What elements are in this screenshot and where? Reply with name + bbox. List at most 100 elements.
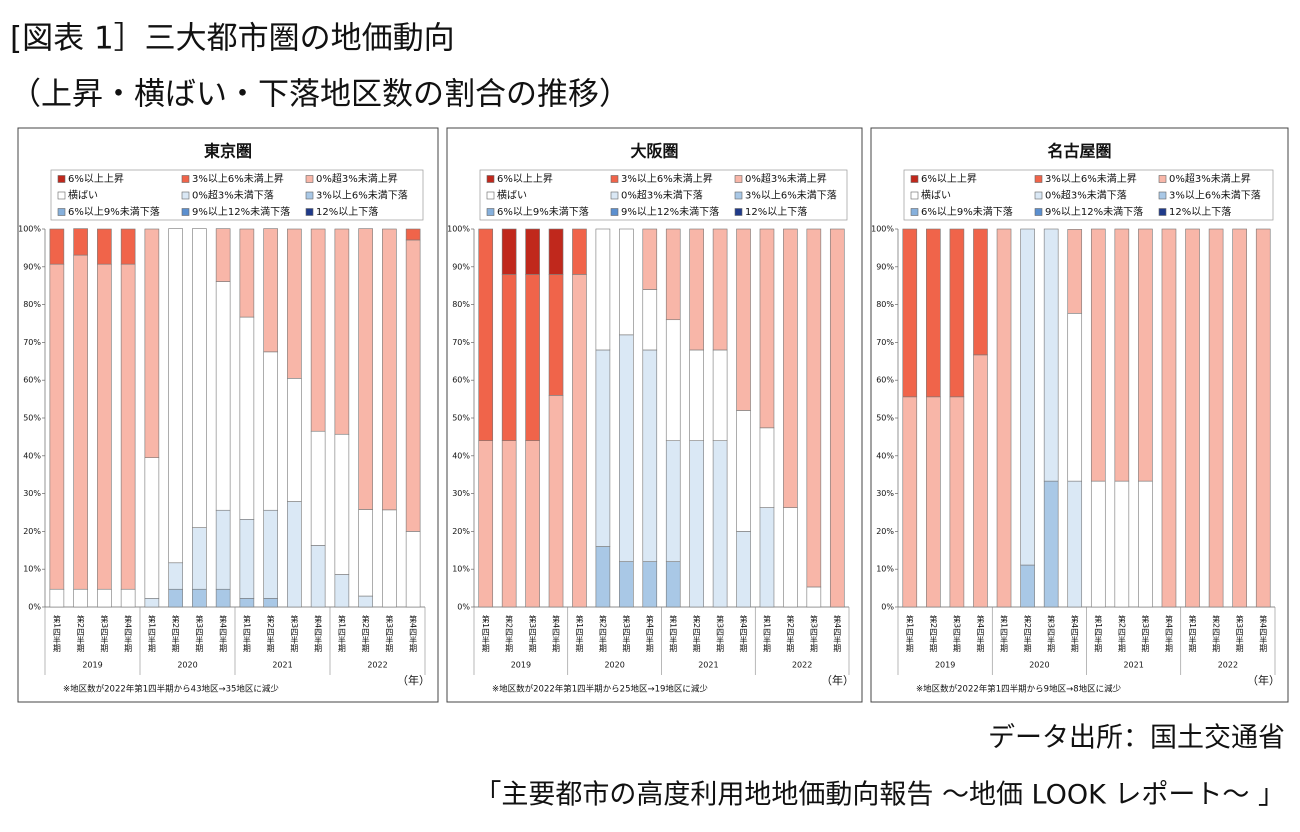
bar-segment: [665, 228, 681, 321]
bar-segment: [1090, 228, 1106, 482]
y-tick-label: 20%: [876, 527, 894, 536]
bar-segment: [642, 561, 658, 608]
bar-segment: [783, 228, 798, 508]
legend-label: 0%超3%未満上昇: [1169, 172, 1251, 185]
x-tick-label: 第2四半期: [598, 614, 607, 653]
y-tick-label: 10%: [452, 565, 470, 574]
x-tick-label: 第3四半期: [100, 614, 109, 653]
legend-swatch: [734, 175, 743, 183]
chart-note: ※地区数が2022年第1四半期から25地区→19地区に減少: [492, 684, 708, 695]
bar-segment: [405, 531, 421, 608]
bar-segment: [405, 239, 421, 532]
bar-segment: [1020, 228, 1035, 566]
y-tick-label: 50%: [452, 414, 470, 423]
bar-segment: [949, 228, 965, 398]
bar-segment: [49, 228, 65, 265]
legend-swatch: [57, 191, 66, 200]
bar-segment: [665, 561, 681, 608]
x-tick-label: 第4四半期: [1259, 614, 1268, 653]
legend-label: 0%超3%未満上昇: [745, 172, 827, 185]
legend-swatch: [610, 191, 619, 200]
bar-segment: [405, 228, 421, 241]
bar-segment: [1138, 228, 1153, 482]
bar-segment: [1067, 229, 1083, 314]
x-tick-label: 第1四半期: [242, 614, 251, 653]
bar-segment: [168, 588, 183, 608]
bar-segment: [619, 228, 634, 336]
bar-segment: [215, 588, 231, 608]
bar-segment: [478, 228, 494, 441]
legend-swatch: [1034, 175, 1043, 183]
bar-segment: [215, 281, 231, 511]
bar-segment: [382, 509, 397, 608]
y-tick-label: 30%: [876, 489, 894, 498]
bar-segment: [501, 440, 517, 608]
bar-segment: [595, 228, 611, 351]
x-tick-label: 第3四半期: [1235, 614, 1244, 653]
bar-segment: [310, 228, 326, 432]
bar-segment: [334, 574, 350, 608]
x-tick-label: 第1四半期: [1000, 614, 1009, 653]
legend-label: 9%以上12%未満下落: [1045, 206, 1143, 218]
y-tick-label: 0%: [457, 603, 470, 612]
legend-label: 12%以上下落: [316, 206, 378, 218]
x-tick-label: 第1四半期: [147, 614, 156, 653]
bar-segment: [1255, 228, 1271, 608]
legend-label: 6%以上上昇: [68, 173, 124, 185]
legend-frame: [50, 169, 424, 221]
x-tick-label: 第2四半期: [266, 614, 275, 653]
bar-segment: [501, 274, 517, 441]
legend-label: 3%以上6%未満上昇: [1045, 173, 1137, 185]
legend-label: 9%以上12%未満下落: [621, 206, 719, 218]
legend-label: 横ばい: [497, 189, 527, 202]
bar-segment: [1161, 228, 1177, 608]
bar-segment: [97, 228, 112, 265]
x-tick-label: 第1四半期: [337, 614, 346, 653]
x-unit-label: （年）: [821, 673, 854, 687]
bar-segment: [1232, 228, 1247, 608]
x-unit-label: （年）: [1247, 673, 1280, 687]
y-tick-label: 50%: [23, 414, 41, 423]
legend-label: 0%超3%未満上昇: [316, 172, 398, 185]
bar-segment: [120, 263, 136, 590]
bar-segment: [120, 588, 136, 608]
bar-segment: [689, 349, 704, 441]
bar-segment: [334, 433, 350, 575]
bar-segment: [595, 349, 611, 547]
x-tick-label: 第2四半期: [692, 614, 701, 653]
x-tick-label: 第3四半期: [385, 614, 394, 653]
legend-swatch: [486, 208, 495, 216]
bar-segment: [973, 354, 988, 608]
bar-segment: [310, 545, 326, 608]
bar-segment: [192, 228, 207, 528]
chart-note: ※地区数が2022年第1四半期から9地区→8地区に減少: [916, 684, 1122, 695]
y-tick-label: 100%: [871, 225, 894, 234]
bar-segment: [665, 440, 681, 562]
chart-title: 大阪圏: [630, 142, 678, 161]
legend-label: 6%以上9%未満下落: [921, 206, 1013, 218]
bar-segment: [1043, 480, 1059, 608]
legend-label: 3%以上6%未満下落: [1169, 190, 1261, 202]
bar-segment: [926, 396, 941, 608]
bar-segment: [49, 588, 65, 608]
legend-label: 0%超3%未満下落: [192, 189, 274, 202]
bar-segment: [759, 228, 775, 429]
legend-swatch: [910, 191, 919, 200]
legend-label: 3%以上6%未満上昇: [192, 173, 284, 185]
x-tick-label: 第4四半期: [552, 614, 561, 653]
bar-segment: [1067, 312, 1083, 482]
legend-swatch: [181, 175, 190, 183]
bar-segment: [215, 509, 231, 590]
bar-segment: [665, 319, 681, 441]
bar-segment: [619, 561, 634, 608]
y-tick-label: 80%: [876, 300, 894, 309]
group-label: 2022: [792, 661, 812, 670]
bar-segment: [548, 228, 564, 275]
bar-segment: [239, 316, 255, 520]
bar-segment: [619, 334, 634, 562]
bar-segment: [1114, 480, 1130, 608]
bar-segment: [73, 228, 88, 256]
legend-label: 0%超3%未満下落: [1045, 189, 1127, 202]
legend-label: 6%以上9%未満下落: [497, 206, 589, 218]
